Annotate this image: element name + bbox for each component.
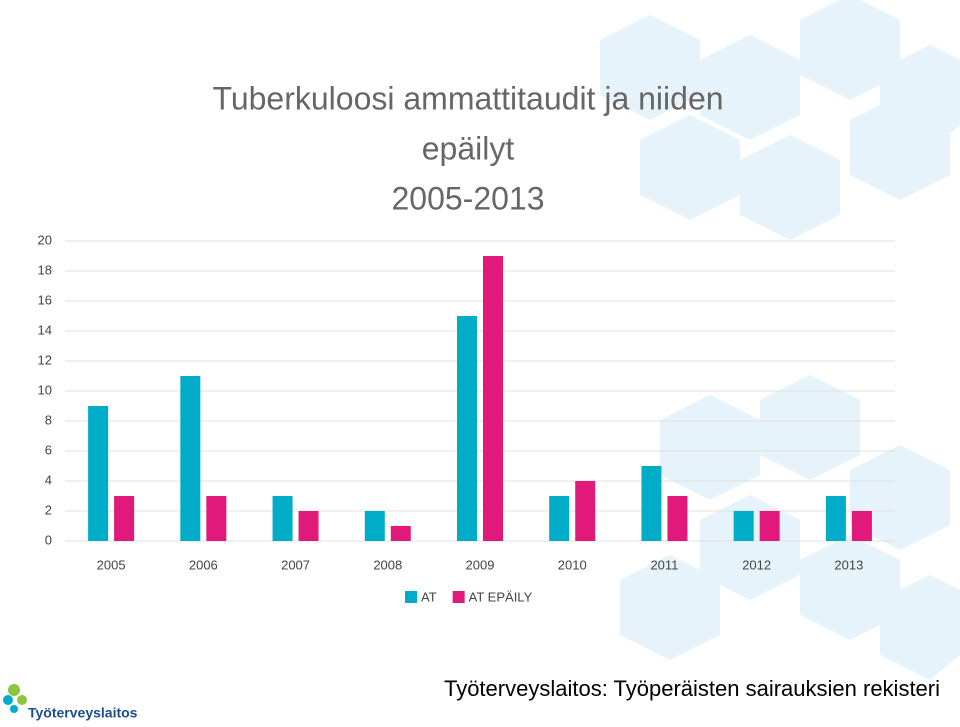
bar	[298, 511, 319, 541]
y-tick-label: 8	[45, 412, 52, 427]
bar	[641, 466, 662, 541]
chart-title: Tuberkuloosi ammattitaudit ja niiden	[212, 80, 723, 116]
legend-label: AT EPÄILY	[469, 589, 533, 604]
bar	[88, 406, 109, 541]
y-tick-label: 20	[38, 232, 52, 247]
logo-text: Työterveyslaitos	[28, 705, 138, 721]
x-tick-label: 2007	[281, 557, 310, 572]
y-tick-label: 14	[38, 322, 52, 337]
x-tick-label: 2012	[742, 557, 771, 572]
bar	[483, 256, 503, 541]
y-tick-label: 10	[38, 382, 52, 397]
y-tick-label: 2	[45, 502, 52, 517]
chart-title: epäilyt	[422, 130, 515, 166]
x-tick-label: 2008	[373, 557, 402, 572]
bar	[667, 496, 688, 541]
y-tick-label: 0	[45, 532, 52, 547]
bar	[364, 511, 385, 541]
bar	[272, 496, 293, 541]
bar	[759, 511, 780, 541]
x-tick-label: 2009	[466, 557, 495, 572]
chart-title: 2005-2013	[391, 180, 544, 216]
x-tick-label: 2005	[97, 557, 126, 572]
x-tick-label: 2010	[558, 557, 587, 572]
logo: Työterveyslaitos	[3, 684, 138, 721]
bar	[549, 496, 570, 541]
legend-swatch	[405, 591, 417, 603]
x-tick-label: 2011	[650, 557, 678, 572]
legend-swatch	[452, 591, 465, 603]
x-tick-label: 2006	[189, 557, 218, 572]
bar	[457, 316, 477, 541]
y-tick-label: 18	[38, 262, 52, 277]
bar	[851, 511, 872, 541]
bar	[114, 496, 135, 541]
bar	[180, 376, 201, 541]
bar	[390, 526, 411, 541]
bar	[575, 481, 596, 541]
y-tick-label: 4	[45, 472, 52, 487]
bar	[206, 496, 227, 541]
footer: Työterveyslaitos: Työperäisten sairauksi…	[444, 676, 940, 701]
bar	[825, 496, 846, 541]
y-tick-label: 12	[38, 352, 52, 367]
y-tick-label: 16	[38, 292, 52, 307]
y-tick-label: 6	[45, 442, 52, 457]
legend-label: AT	[421, 589, 437, 604]
x-tick-label: 2013	[834, 557, 863, 572]
bar	[733, 511, 754, 541]
